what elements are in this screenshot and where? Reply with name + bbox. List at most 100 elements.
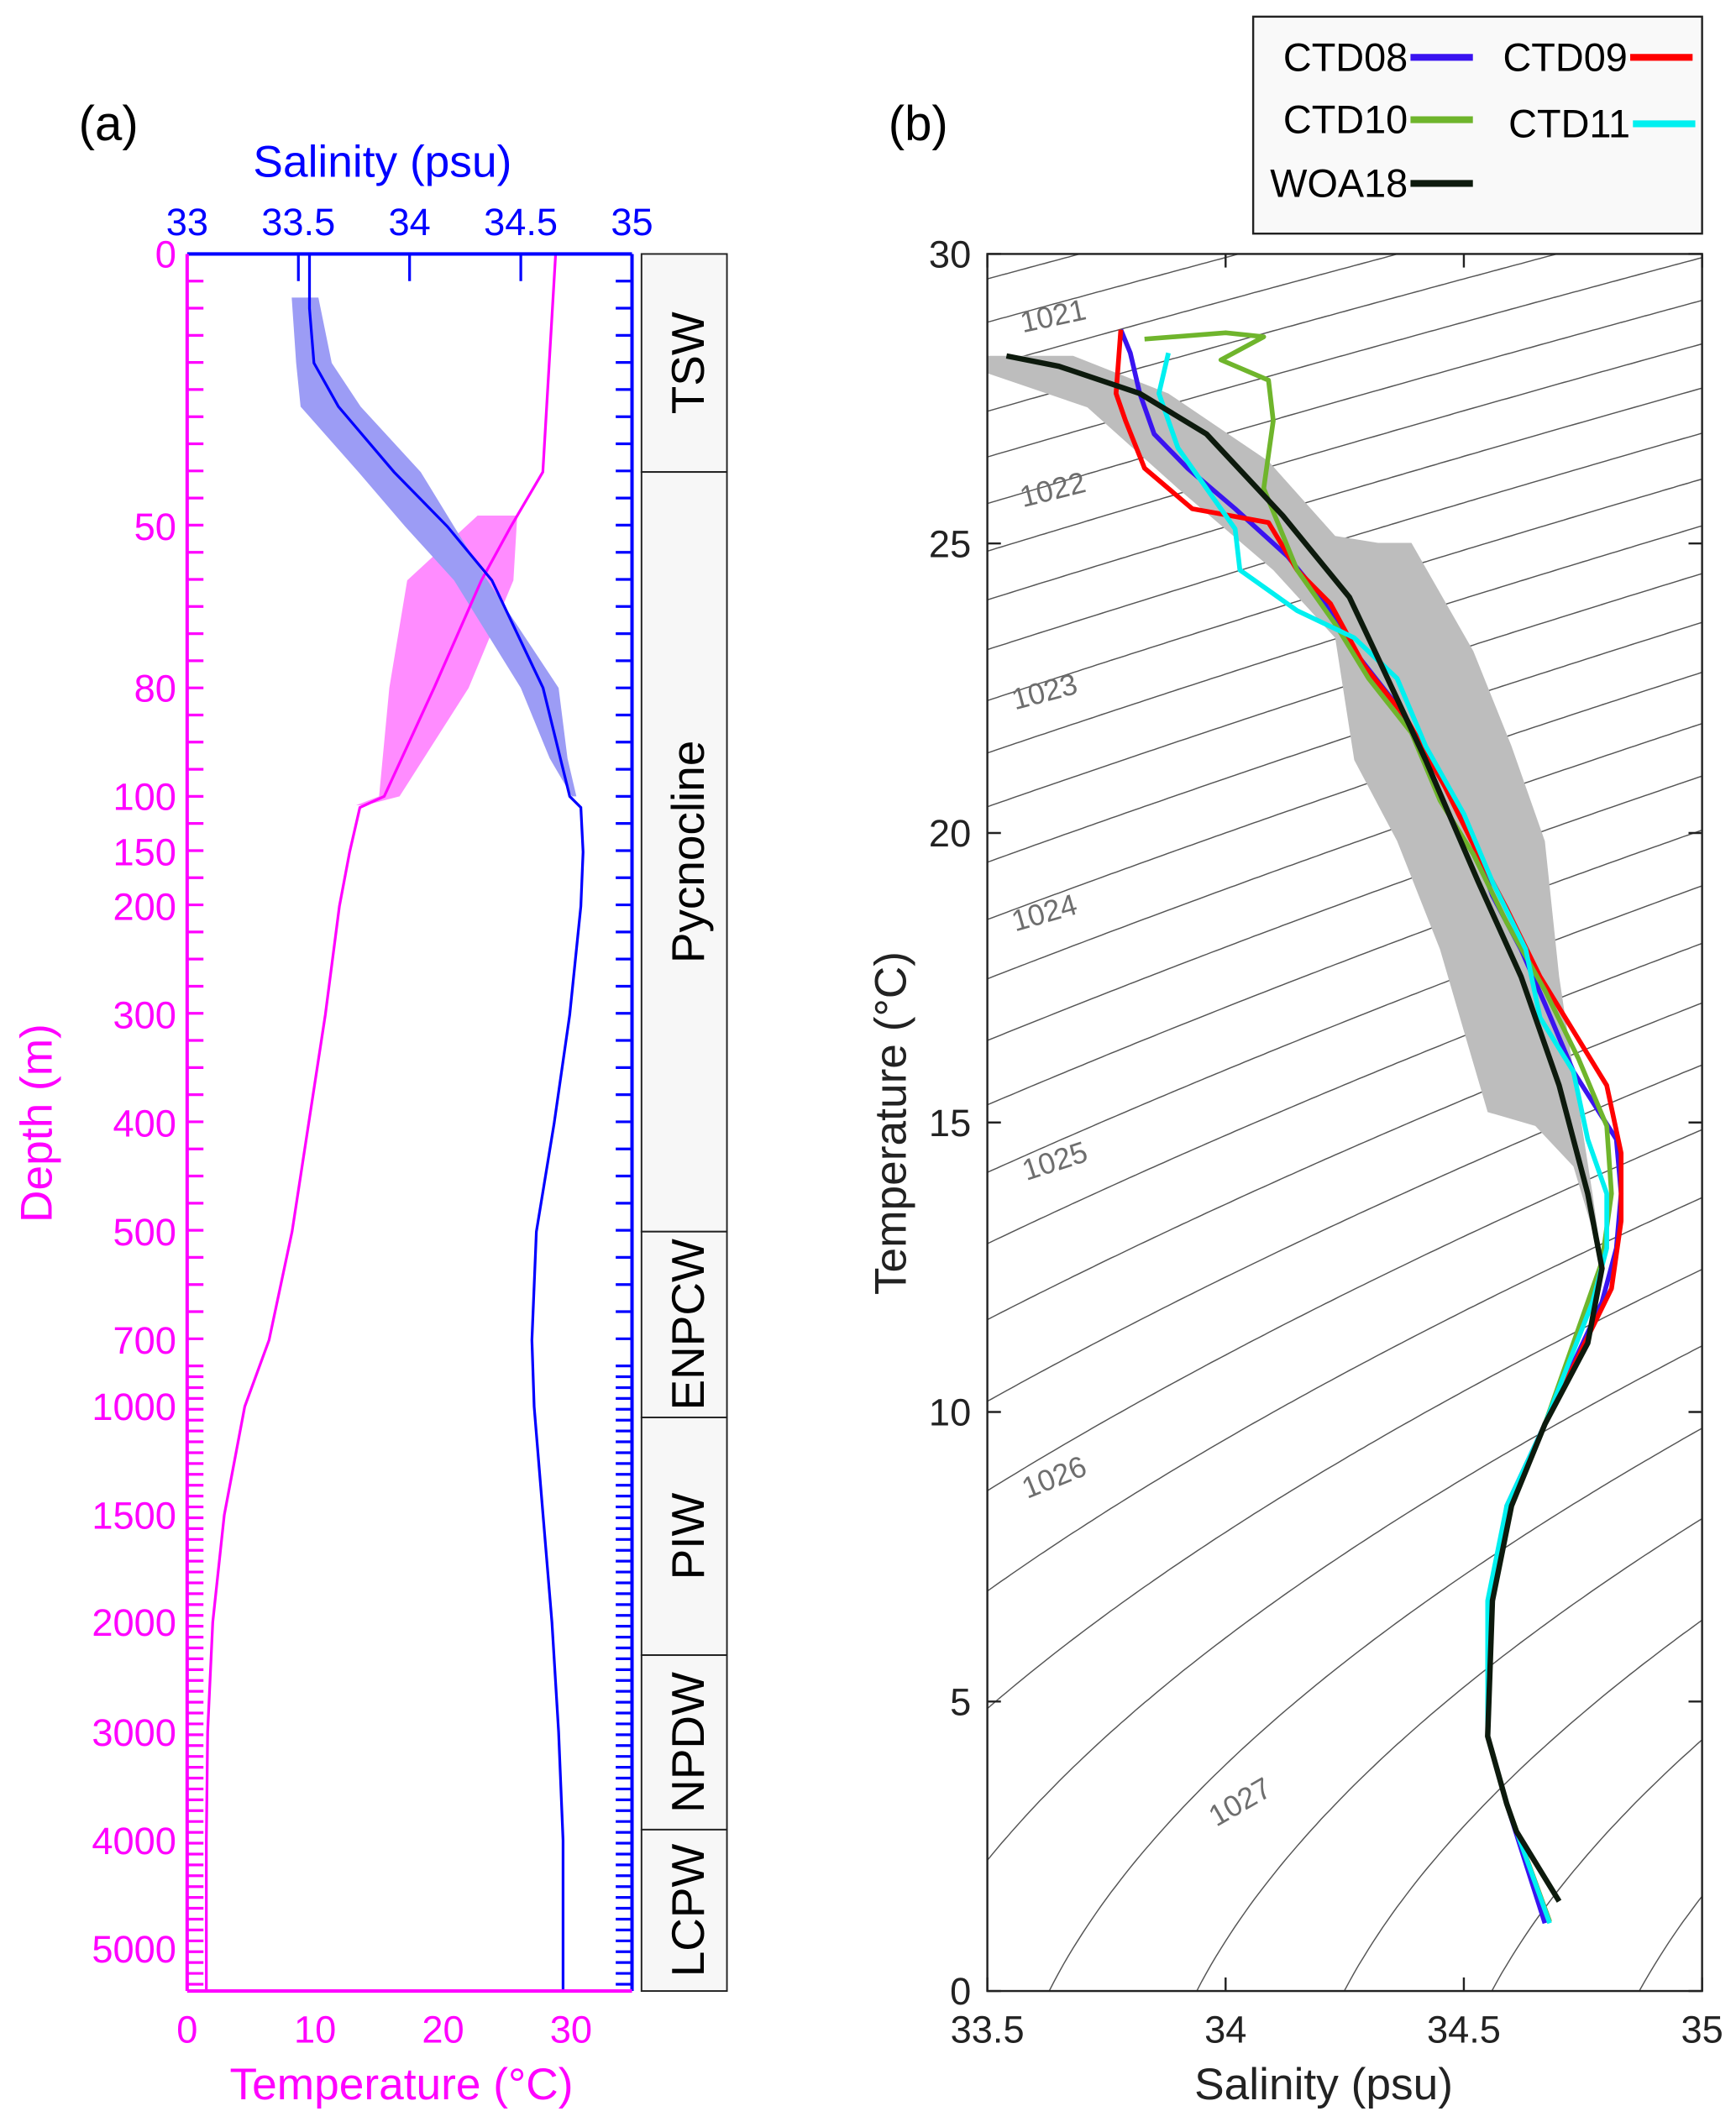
panel-a-ticks: 0508010015020030040050070010001500200030… bbox=[92, 201, 653, 2051]
x-tick-label: 33.5 bbox=[951, 2008, 1025, 2051]
water-mass-cell bbox=[640, 1654, 728, 1831]
salinity-tick-label: 35 bbox=[611, 201, 653, 244]
water-mass-cell bbox=[640, 471, 728, 1233]
depth-axis-title: Depth (m) bbox=[12, 1024, 61, 1223]
legend-label-woa18: WOA18 bbox=[1270, 162, 1408, 206]
depth-tick-label: 1500 bbox=[92, 1494, 176, 1537]
water-mass-label: ENPCW bbox=[662, 1239, 714, 1411]
isopycnal-line bbox=[987, 254, 1241, 323]
isopycnal-line bbox=[988, 197, 1135, 237]
isopycnal-line bbox=[1491, 1739, 1702, 1992]
isopycnal-line bbox=[987, 254, 1401, 368]
isopycnal-line bbox=[1343, 1619, 1702, 1992]
depth-tick-label: 700 bbox=[113, 1319, 176, 1362]
isopycnal-label: 1021 bbox=[1017, 293, 1089, 340]
isopycnal-label: 1023 bbox=[1008, 667, 1081, 716]
isopycnal-line bbox=[987, 885, 1702, 1173]
isopycnal-line bbox=[987, 343, 1702, 553]
isopycnal-line bbox=[987, 1345, 1702, 1861]
isopycnal-line bbox=[987, 722, 1702, 980]
isopycnal-line bbox=[987, 299, 1702, 505]
x-tick-label: 34 bbox=[1204, 2008, 1246, 2051]
depth-tick-label: 2000 bbox=[92, 1601, 176, 1644]
panel-b-plot bbox=[987, 197, 1702, 1992]
panel-b-label: (b) bbox=[889, 97, 948, 151]
isopycnal-label: 1022 bbox=[1016, 465, 1088, 514]
x-axis-title: Salinity (psu) bbox=[1194, 2060, 1453, 2109]
x-tick-label: 34.5 bbox=[1427, 2008, 1501, 2051]
isopycnal-line bbox=[987, 254, 1083, 280]
depth-tick-label: 80 bbox=[134, 667, 176, 710]
isopycnal-label: 1027 bbox=[1203, 1771, 1277, 1833]
ctd11-line bbox=[1156, 352, 1609, 1925]
water-mass-label: NPDW bbox=[662, 1672, 714, 1813]
legend-label-ctd09: CTD09 bbox=[1503, 35, 1627, 79]
water-mass-column: TSW Pycnocline ENPCW PIW NPDW LCPW bbox=[640, 253, 728, 1993]
y-tick-label: 20 bbox=[929, 812, 971, 855]
isopycnal-line bbox=[1196, 1517, 1702, 1992]
woa18-std-envelope bbox=[987, 355, 1602, 1262]
y-tick-label: 0 bbox=[950, 1970, 971, 2013]
salinity-tick-label: 33.5 bbox=[261, 201, 335, 244]
isopycnal-label: 1025 bbox=[1018, 1134, 1092, 1187]
temperature-profile-line bbox=[205, 254, 558, 1992]
depth-tick-label: 1000 bbox=[92, 1386, 176, 1428]
salinity-tick-label: 33 bbox=[166, 201, 208, 244]
salinity-spread-band bbox=[291, 297, 577, 797]
y-axis-title: Temperature (°C) bbox=[867, 951, 916, 1295]
temperature-tick-label: 30 bbox=[550, 2008, 592, 2051]
x-tick-label: 35 bbox=[1681, 2008, 1723, 2051]
legend-label-ctd08: CTD08 bbox=[1283, 35, 1408, 79]
depth-tick-label: 50 bbox=[134, 506, 176, 548]
y-tick-label: 10 bbox=[929, 1391, 971, 1434]
depth-tick-label: 500 bbox=[113, 1211, 176, 1254]
water-mass-cell bbox=[640, 253, 728, 474]
isopycnal-line bbox=[987, 1268, 1702, 1710]
water-mass-cell bbox=[640, 1230, 728, 1418]
y-tick-label: 5 bbox=[950, 1680, 971, 1723]
temperature-tick-label: 20 bbox=[422, 2008, 464, 2051]
panel-b: (b) Salinity (psu) Temperature (°C) 1021… bbox=[867, 15, 1723, 2109]
depth-tick-label: 0 bbox=[155, 233, 176, 276]
legend-label-ctd11: CTD11 bbox=[1508, 102, 1630, 146]
isopycnal-line bbox=[987, 387, 1702, 601]
water-mass-cell bbox=[640, 1417, 728, 1657]
isopycnal-line bbox=[987, 942, 1702, 1244]
plot-frame bbox=[986, 253, 1703, 1993]
isopycnal-line bbox=[1048, 1428, 1702, 1992]
salinity-tick-label: 34.5 bbox=[484, 201, 558, 244]
temperature-tick-label: 10 bbox=[294, 2008, 336, 2051]
depth-tick-label: 150 bbox=[113, 831, 176, 874]
y-tick-label: 30 bbox=[929, 233, 971, 276]
isopycnal-line bbox=[1639, 1895, 1702, 1992]
panel-a-label: (a) bbox=[79, 97, 139, 151]
depth-tick-label: 3000 bbox=[92, 1711, 176, 1754]
salinity-tick-label: 34 bbox=[389, 201, 431, 244]
legend: CTD08 CTD09 CTD10 CTD11 WOA18 bbox=[1251, 15, 1703, 235]
isopycnal-line bbox=[987, 621, 1702, 863]
y-tick-label: 25 bbox=[929, 522, 971, 565]
panel-a: (a) Salinity (psu) Temperature (°C) Dept… bbox=[12, 97, 728, 2109]
depth-tick-label: 200 bbox=[113, 885, 176, 928]
isopycnal-line bbox=[987, 257, 1702, 458]
legend-box bbox=[1251, 15, 1703, 235]
y-tick-label: 15 bbox=[929, 1102, 971, 1145]
water-mass-cell bbox=[640, 1828, 728, 1993]
isopycnal-line bbox=[987, 775, 1702, 1041]
salinity-profile-line bbox=[307, 254, 585, 1992]
water-mass-label: LCPW bbox=[662, 1843, 714, 1977]
isopycnal-label: 1024 bbox=[1008, 888, 1081, 938]
water-mass-label: TSW bbox=[662, 312, 714, 414]
water-mass-label: Pycnocline bbox=[662, 741, 714, 963]
depth-tick-label: 100 bbox=[113, 776, 176, 819]
water-mass-label: PIW bbox=[662, 1492, 714, 1580]
panel-a-plot bbox=[205, 254, 585, 1992]
temperature-axis-title: Temperature (°C) bbox=[229, 2060, 573, 2109]
depth-tick-label: 5000 bbox=[92, 1928, 176, 1971]
depth-tick-label: 300 bbox=[113, 994, 176, 1037]
isopycnal-line bbox=[987, 1197, 1702, 1592]
isopycnal-label: 1026 bbox=[1017, 1449, 1091, 1506]
salinity-axis-title: Salinity (psu) bbox=[253, 137, 511, 186]
